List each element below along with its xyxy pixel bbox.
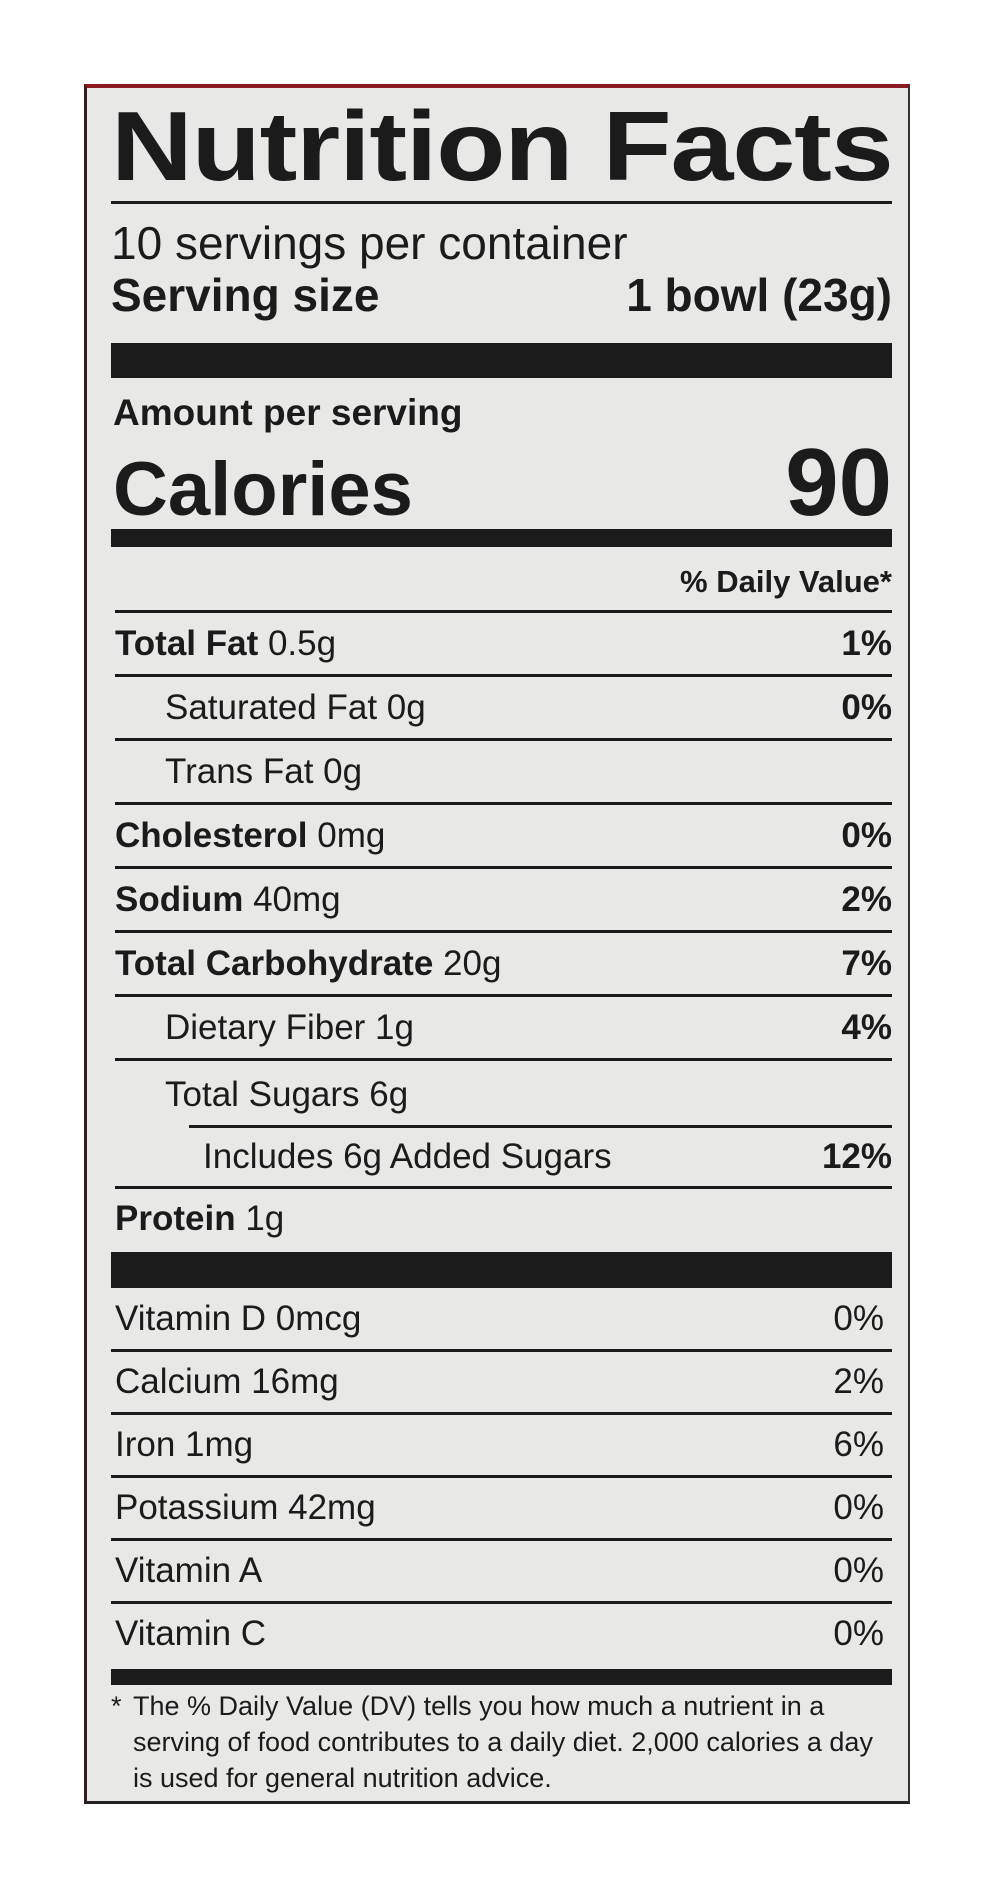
nutrient-amount: 0mg: [317, 815, 386, 855]
nutrient-amount: 20g: [443, 943, 502, 983]
nutrition-facts-panel: Nutrition Facts 10 servings per containe…: [84, 84, 910, 1804]
serving-size-value: 1 bowl (23g): [626, 269, 892, 321]
serving-size-label: Serving size: [111, 269, 380, 321]
nutrient-name: Saturated Fat 0g: [165, 687, 426, 727]
servings-per-container: 10 servings per container: [111, 217, 628, 269]
calories-row: Calories 90: [113, 428, 892, 538]
vitamin-name: Iron 1mg: [115, 1425, 254, 1464]
nutrient-name: Protein: [115, 1199, 236, 1238]
footnote-text: The % Daily Value (DV) tells you how muc…: [133, 1691, 873, 1793]
nutrient-name: Sodium: [115, 879, 244, 919]
nutrient-row: Total Fat 0.5g 1%: [115, 613, 892, 677]
calories-label: Calories: [113, 447, 413, 532]
vitamin-dv: 0%: [833, 1488, 884, 1527]
nutrient-name: Total Carbohydrate: [115, 943, 434, 983]
nutrient-row: Sodium 40mg 2%: [115, 869, 892, 933]
nutrient-amount: 1g: [245, 1199, 285, 1238]
vitamin-name: Potassium 42mg: [115, 1488, 376, 1527]
vitamin-dv: 0%: [833, 1614, 884, 1653]
vitamin-name: Vitamin D 0mcg: [115, 1299, 362, 1338]
nutrient-row: Saturated Fat 0g 0%: [115, 677, 892, 741]
medium-divider: [111, 529, 892, 547]
vitamin-row: Vitamin C 0%: [111, 1604, 892, 1664]
vitamin-list: Vitamin D 0mcg 0% Calcium 16mg 2% Iron 1mg…: [111, 1289, 892, 1664]
vitamin-name: Vitamin C: [115, 1614, 267, 1653]
nutrient-row: Protein 1g: [115, 1189, 892, 1249]
nutrient-amount: 0.5g: [267, 623, 337, 663]
nutrient-name: Dietary Fiber 1g: [165, 1007, 414, 1047]
nutrient-row: Total Sugars 6g: [115, 1061, 892, 1128]
nutrient-name: Includes 6g Added Sugars: [203, 1137, 612, 1176]
nutrient-dv: 2%: [841, 879, 892, 919]
vitamin-dv: 6%: [833, 1425, 884, 1464]
nutrient-row: Dietary Fiber 1g 4%: [115, 997, 892, 1061]
divider: [111, 201, 892, 204]
vitamin-dv: 0%: [833, 1551, 884, 1590]
title: Nutrition Facts: [111, 91, 894, 201]
footnote: * The % Daily Value (DV) tells you how m…: [111, 1688, 892, 1796]
nutrient-dv: 1%: [841, 623, 892, 663]
nutrient-row: Total Carbohydrate 20g 7%: [115, 933, 892, 997]
calories-value: 90: [785, 429, 892, 536]
vitamin-name: Calcium 16mg: [115, 1362, 339, 1401]
medium-divider: [111, 1669, 892, 1685]
amount-per-serving: Amount per serving: [113, 392, 463, 433]
nutrient-row: Includes 6g Added Sugars 12%: [115, 1128, 892, 1189]
nutrient-name: Trans Fat 0g: [165, 751, 363, 791]
vitamin-dv: 2%: [833, 1362, 884, 1401]
vitamin-row: Vitamin D 0mcg 0%: [111, 1289, 892, 1352]
nutrient-dv: 7%: [841, 943, 892, 983]
nutrient-name: Total Sugars 6g: [165, 1074, 409, 1114]
nutrient-dv: 4%: [841, 1007, 892, 1047]
nutrient-dv: 12%: [821, 1137, 892, 1176]
nutrient-row: Trans Fat 0g: [115, 741, 892, 805]
vitamin-name: Vitamin A: [115, 1551, 263, 1590]
thick-divider: [111, 343, 892, 378]
nutrient-list: Total Fat 0.5g 1% Saturated Fat 0g 0% Tran…: [115, 610, 892, 1249]
nutrient-name: Total Fat: [115, 623, 259, 663]
nutrient-dv: 0%: [841, 687, 892, 727]
nutrient-amount: 40mg: [253, 879, 341, 919]
vitamin-dv: 0%: [833, 1299, 884, 1338]
vitamin-row: Iron 1mg 6%: [111, 1415, 892, 1478]
vitamin-row: Vitamin A 0%: [111, 1541, 892, 1604]
thick-divider: [111, 1252, 892, 1288]
vitamin-row: Calcium 16mg 2%: [111, 1352, 892, 1415]
nutrient-name: Cholesterol: [115, 815, 308, 855]
nutrient-dv: 0%: [841, 815, 892, 855]
serving-size: Serving size 1 bowl (23g): [111, 268, 892, 322]
footnote-asterisk: *: [111, 1691, 122, 1721]
nutrient-row: Cholesterol 0mg 0%: [115, 805, 892, 869]
vitamin-row: Potassium 42mg 0%: [111, 1478, 892, 1541]
daily-value-header: % Daily Value*: [680, 564, 892, 599]
